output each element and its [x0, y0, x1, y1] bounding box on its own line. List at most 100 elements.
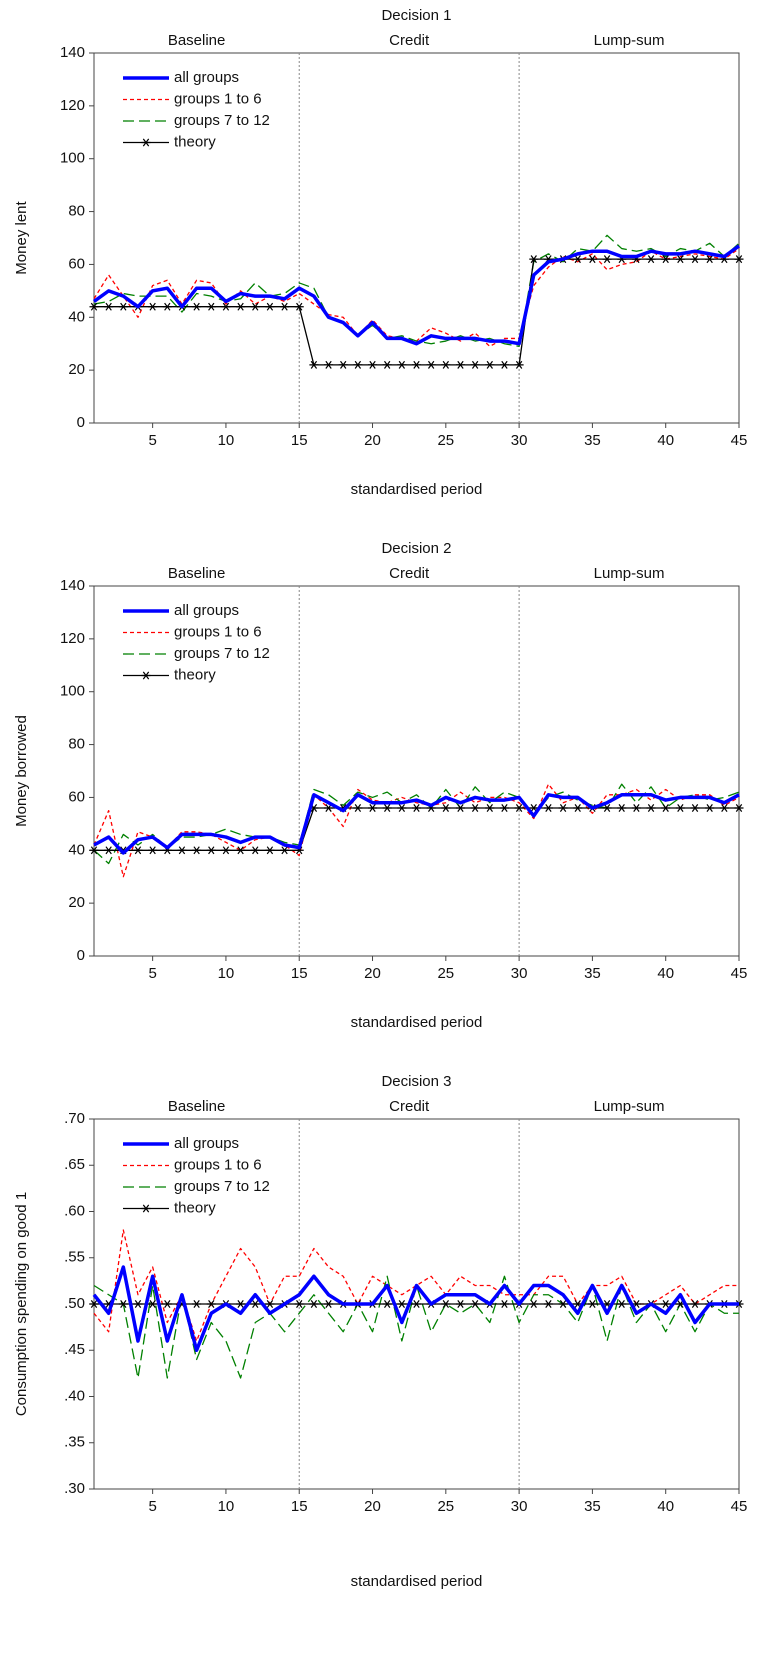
y-tick-label: .70 — [64, 1110, 85, 1127]
star-marker — [690, 1300, 700, 1308]
series-line — [92, 244, 741, 346]
y-tick-label: .65 — [64, 1156, 85, 1173]
section-label: Credit — [389, 1098, 430, 1115]
star-marker — [441, 360, 451, 369]
star-marker — [206, 302, 216, 311]
legend-label: all groups — [174, 1135, 239, 1152]
star-marker — [734, 804, 744, 812]
star-marker — [412, 360, 421, 369]
y-tick-label: 60 — [68, 788, 85, 805]
legend-marker — [141, 138, 151, 147]
star-marker — [368, 360, 378, 369]
star-marker — [89, 1300, 99, 1308]
series-line — [92, 1265, 739, 1352]
series-line — [93, 234, 740, 348]
star-marker — [631, 804, 641, 812]
x-tick-label: 20 — [364, 432, 381, 449]
x-axis-label: standardised period — [351, 1014, 483, 1031]
plot-frame — [93, 585, 740, 957]
star-marker — [514, 804, 524, 812]
y-axis-label: Money lent — [13, 200, 30, 274]
section-label: Credit — [389, 32, 430, 49]
star-marker — [690, 804, 700, 812]
section-label: Lump-sum — [594, 32, 665, 49]
x-tick-label: 15 — [291, 1498, 308, 1515]
star-marker — [133, 1300, 143, 1308]
star-marker — [529, 1300, 539, 1308]
x-tick-label: 25 — [437, 1498, 454, 1515]
legend-label: groups 7 to 12 — [174, 645, 270, 662]
y-tick-label: 120 — [60, 97, 85, 114]
star-marker — [455, 360, 465, 369]
star-marker — [162, 302, 172, 311]
star-marker — [221, 302, 231, 311]
star-marker — [602, 255, 612, 264]
section-label: Baseline — [168, 32, 226, 49]
series-line — [93, 783, 740, 865]
y-tick-label: .60 — [64, 1202, 85, 1219]
star-marker — [470, 804, 480, 812]
star-marker — [573, 255, 583, 264]
star-marker — [265, 846, 275, 855]
x-tick-label: 40 — [657, 1498, 674, 1515]
star-marker — [705, 804, 715, 812]
series-line — [94, 807, 739, 851]
x-tick-label: 25 — [437, 965, 454, 982]
star-marker — [118, 302, 128, 311]
y-axis-label: Money borrowed — [13, 715, 30, 827]
x-tick-label: 30 — [511, 1498, 528, 1515]
star-marker — [368, 804, 378, 812]
star-marker — [543, 1300, 553, 1308]
star-marker — [250, 1300, 260, 1308]
y-tick-label: 120 — [60, 630, 85, 647]
chart-panel: Decision 2 Baseline Credit Lump-sum 0 20 40 60 8… — [13, 540, 747, 1031]
star-marker — [587, 255, 597, 264]
star-marker — [162, 1300, 172, 1308]
star-marker — [587, 1300, 597, 1308]
star-marker — [382, 1300, 392, 1308]
star-marker — [104, 846, 114, 855]
x-tick-label: 30 — [511, 432, 528, 449]
star-marker — [617, 804, 627, 812]
star-marker — [118, 1300, 128, 1308]
legend-label: theory — [174, 1199, 216, 1216]
star-marker — [89, 846, 99, 855]
star-marker — [280, 302, 290, 311]
star-marker — [661, 255, 671, 264]
star-marker — [719, 804, 729, 812]
y-tick-label: 100 — [60, 683, 85, 700]
legend-label: all groups — [174, 602, 239, 619]
x-tick-label: 25 — [437, 432, 454, 449]
star-marker — [192, 846, 202, 855]
star-marker — [499, 804, 509, 812]
star-marker — [294, 302, 304, 311]
star-marker — [353, 804, 363, 812]
star-marker — [455, 804, 465, 812]
star-marker — [265, 1300, 275, 1308]
x-tick-label: 20 — [364, 965, 381, 982]
star-marker — [89, 302, 99, 311]
section-label: Baseline — [168, 1098, 226, 1115]
star-marker — [104, 302, 114, 311]
y-axis-label: Consumption spending on good 1 — [13, 1192, 30, 1416]
series-line — [93, 793, 740, 855]
y-tick-label: .45 — [64, 1341, 85, 1358]
series-line — [93, 1275, 739, 1379]
star-marker — [397, 360, 407, 369]
star-marker — [353, 360, 363, 369]
star-marker — [148, 846, 158, 855]
x-axis-label: standardised period — [351, 1573, 483, 1590]
series-line — [94, 258, 739, 366]
y-tick-label: 60 — [68, 255, 85, 272]
star-marker — [543, 804, 553, 812]
legend-label: groups 1 to 6 — [174, 623, 262, 640]
star-marker — [558, 804, 568, 812]
x-tick-label: 45 — [731, 965, 748, 982]
y-tick-label: 100 — [60, 150, 85, 167]
y-tick-label: .55 — [64, 1249, 85, 1266]
x-tick-label: 40 — [657, 965, 674, 982]
plot-frame — [93, 52, 740, 424]
y-tick-label: 140 — [60, 44, 85, 61]
star-marker — [441, 1300, 451, 1308]
star-marker — [397, 1300, 407, 1308]
